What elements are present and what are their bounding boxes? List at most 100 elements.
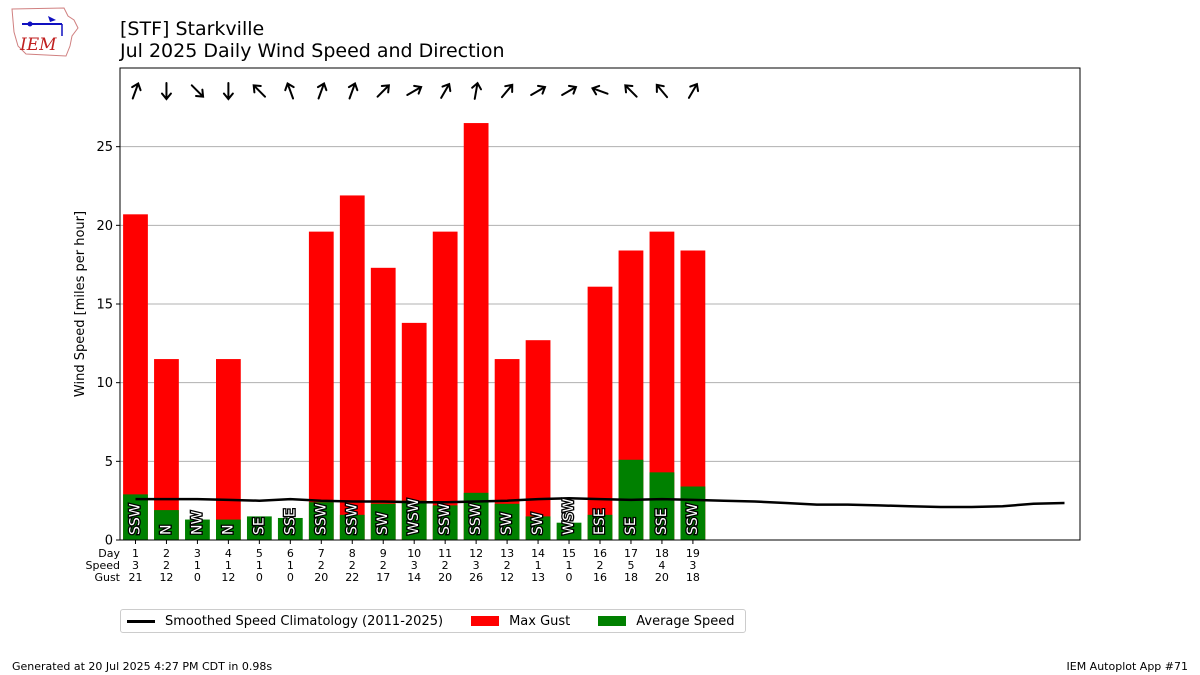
x-tick-label: 1: [194, 559, 201, 572]
direction-arrow: [252, 84, 267, 98]
gust-bar: [308, 231, 334, 541]
x-tick-label: 20: [314, 571, 328, 584]
direction-arrow: [131, 81, 142, 100]
x-tick-label: 4: [658, 559, 665, 572]
gust-bar: [432, 231, 458, 541]
direction-label: SSW: [127, 503, 143, 535]
x-tick-label: 16: [593, 547, 607, 560]
x-tick-label: 3: [689, 559, 696, 572]
x-tick-label: 1: [132, 547, 139, 560]
bars: [123, 123, 706, 541]
direction-arrow: [440, 82, 452, 99]
x-tick-label: 3: [473, 559, 480, 572]
x-tick-label: 1: [256, 559, 263, 572]
x-tick-label: 3: [194, 547, 201, 560]
x-tick-label: 20: [655, 571, 669, 584]
direction-arrow: [624, 84, 638, 98]
x-tick-label: 9: [380, 547, 387, 560]
legend-item-gust: Max Gust: [471, 614, 570, 629]
x-tick-label: 5: [627, 559, 634, 572]
x-tick-label: 2: [380, 559, 387, 572]
x-tick-label: 2: [597, 559, 604, 572]
direction-label: SSW: [437, 503, 453, 535]
gust-bar: [587, 286, 613, 540]
x-tick-label: 18: [655, 547, 669, 560]
x-tick-label: 3: [132, 559, 139, 572]
footer-generated: Generated at 20 Jul 2025 4:27 PM CDT in …: [12, 660, 273, 673]
avg-speed-bar: [339, 514, 365, 540]
x-tick-label: 12: [500, 571, 514, 584]
avg-speed-bar: [494, 503, 520, 540]
gust-bar: [339, 195, 365, 540]
x-tick-label: 3: [411, 559, 418, 572]
avg-speed-bar: [432, 505, 458, 540]
direction-arrow: [160, 82, 172, 101]
x-tick-label: 2: [163, 559, 170, 572]
climatology-line: [135, 497, 1065, 509]
avg-speed-bar: [185, 519, 210, 540]
direction-label: SW: [499, 512, 515, 535]
x-axis-table: DaySpeedGust1321221231041125106107220822…: [86, 540, 700, 584]
x-tick-label: 8: [349, 547, 356, 560]
y-tick-label: 5: [105, 455, 113, 470]
gust-bar: [216, 359, 241, 540]
avg-speed-bar: [649, 472, 675, 540]
x-row-label: Gust: [94, 571, 120, 584]
y-tick-label: 25: [96, 140, 113, 155]
avg-speed-bar: [123, 494, 148, 540]
x-tick-label: 18: [686, 571, 700, 584]
x-tick-label: 12: [159, 571, 173, 584]
x-tick-label: 2: [442, 559, 449, 572]
y-tick-label: 10: [96, 376, 113, 391]
x-tick-label: 2: [504, 559, 511, 572]
footer-app: IEM Autoplot App #71: [1066, 660, 1189, 673]
x-tick-label: 15: [562, 547, 576, 560]
x-tick-label: 0: [566, 571, 573, 584]
direction-arrow: [222, 82, 234, 101]
y-axis-label: Wind Speed [miles per hour]: [73, 211, 88, 397]
x-tick-label: 21: [128, 571, 142, 584]
legend-label-avg: Average Speed: [636, 613, 735, 629]
x-tick-label: 1: [225, 559, 232, 572]
avg-speed-bar: [556, 522, 582, 540]
direction-arrow: [561, 84, 578, 96]
x-tick-label: 10: [407, 547, 421, 560]
x-tick-label: 2: [318, 559, 325, 572]
gust-bar: [123, 214, 148, 540]
direction-label: SW: [530, 512, 546, 535]
direction-labels: SSW N NW N SE SSE SSW SSW SW WSW SSW SSW SW SW WSW ESE S…: [126, 497, 702, 536]
legend-item-climatology: Smoothed Speed Climatology (2011-2025): [127, 614, 443, 629]
direction-arrow: [655, 83, 669, 99]
x-tick-label: 26: [469, 571, 483, 584]
direction-label: SE: [623, 517, 639, 535]
avg-speed-bar: [308, 502, 334, 540]
direction-arrows: [131, 81, 700, 101]
y-tick-label: 20: [96, 219, 113, 234]
x-tick-label: 22: [345, 571, 359, 584]
legend-label-climatology: Smoothed Speed Climatology (2011-2025): [165, 613, 444, 629]
direction-label: SSE: [282, 508, 298, 535]
direction-label: SSW: [685, 503, 701, 535]
direction-arrow: [347, 81, 359, 100]
y-tick-label: 15: [96, 298, 113, 313]
direction-label: SSW: [344, 503, 360, 535]
y-axis-ticks: 0 5 10 15 20 25: [96, 140, 120, 549]
chart-title-subtitle: Jul 2025 Daily Wind Speed and Direction: [120, 40, 505, 62]
direction-label: SSW: [468, 503, 484, 535]
direction-arrow: [590, 84, 609, 96]
avg-speed-bar: [680, 486, 706, 540]
x-tick-label: 12: [469, 547, 483, 560]
direction-arrow: [316, 81, 328, 100]
direction-label: N: [220, 525, 236, 535]
direction-label: SSW: [313, 503, 329, 535]
avg-speed-bar: [525, 516, 551, 540]
direction-label: NW: [189, 511, 205, 535]
x-tick-label: 0: [194, 571, 201, 584]
direction-arrow: [190, 84, 205, 98]
direction-label: SE: [251, 517, 267, 535]
direction-arrow: [687, 82, 700, 99]
legend-swatch-climatology: [127, 619, 155, 623]
x-tick-label: 13: [531, 571, 545, 584]
x-tick-label: 0: [287, 571, 294, 584]
legend-item-avg: Average Speed: [598, 613, 735, 629]
